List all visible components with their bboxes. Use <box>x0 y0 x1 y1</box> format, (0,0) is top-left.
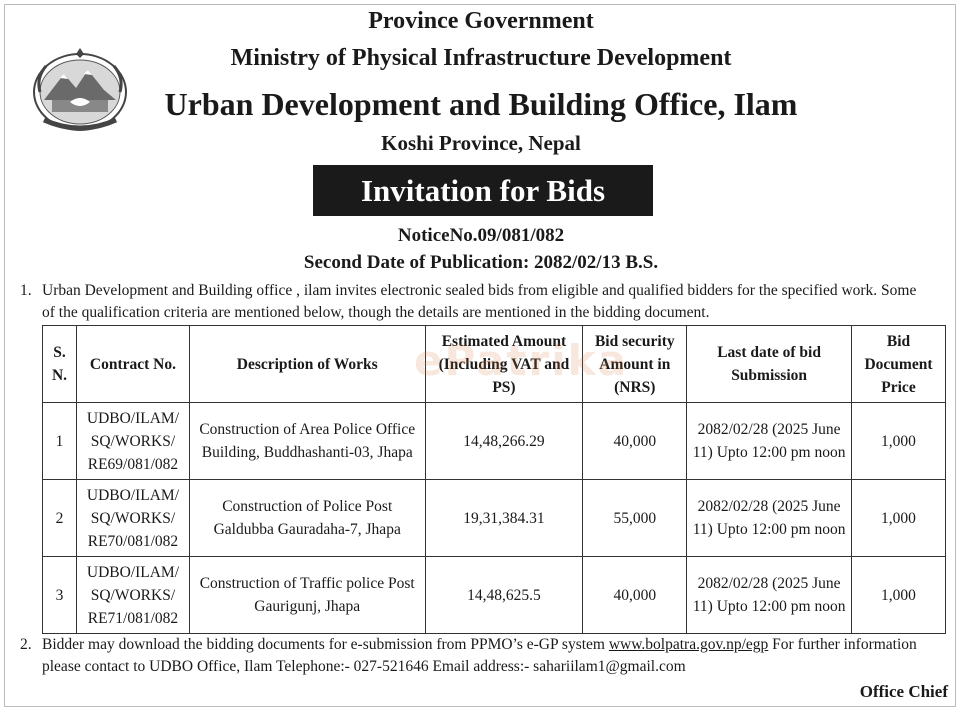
cell-document-price: 1,000 <box>850 402 947 480</box>
paragraph-2-text-after: For further information please contact t… <box>42 636 917 675</box>
header-sn: S. N. <box>42 325 77 403</box>
cell-description: Construction of Police Post Galdubba Gau… <box>188 479 426 557</box>
cell-bid-security: 40,000 <box>582 402 688 480</box>
header-document-price: Bid Document Price <box>850 325 947 403</box>
paragraph-1-text: Urban Development and Building office , … <box>42 282 917 321</box>
notice-number: NoticeNo.09/081/082 <box>397 225 565 246</box>
cell-bid-security: 55,000 <box>582 479 688 557</box>
publication-date: Second Date of Publication: 2082/02/13 B… <box>303 252 659 273</box>
header-line1: Province Government <box>368 8 594 34</box>
paragraph-2-number: 2. <box>20 636 32 653</box>
cell-description: Construction of Traffic police Post Gaur… <box>188 556 426 634</box>
cell-sn: 2 <box>42 479 77 557</box>
table-header-row: S. N. Contract No. Description of Works … <box>42 325 947 403</box>
cell-sn: 3 <box>42 556 77 634</box>
cell-estimated-amount: 14,48,266.29 <box>424 402 584 480</box>
egp-link[interactable]: www.bolpatra.gov.np/egp <box>608 636 769 653</box>
office-title: Urban Development and Building Office, I… <box>164 86 798 122</box>
cell-sn: 1 <box>42 402 77 480</box>
cell-description: Construction of Area Police Office Build… <box>188 402 426 480</box>
cell-contract-no: UDBO/ILAM/ SQ/WORKS/ RE70/081/082 <box>75 479 190 557</box>
nepal-emblem-icon <box>33 48 127 131</box>
paragraph-1-number: 1. <box>20 282 32 299</box>
header-description: Description of Works <box>188 325 426 403</box>
table-row: 3 UDBO/ILAM/ SQ/WORKS/ RE71/081/082 Cons… <box>42 556 947 634</box>
cell-last-date: 2082/02/28 (2025 June 11) Upto 12:00 pm … <box>686 402 852 480</box>
cell-contract-no: UDBO/ILAM/ SQ/WORKS/ RE69/081/082 <box>75 402 190 480</box>
province-line: Koshi Province, Nepal <box>381 131 581 155</box>
cell-last-date: 2082/02/28 (2025 June 11) Upto 12:00 pm … <box>686 556 852 634</box>
cell-bid-security: 40,000 <box>582 556 688 634</box>
table-row: 1 UDBO/ILAM/ SQ/WORKS/ RE69/081/082 Cons… <box>42 402 947 480</box>
header-estimated-amount: Estimated Amount (Including VAT and PS) <box>424 325 584 403</box>
header-contract-no: Contract No. <box>75 325 190 403</box>
table-row: 2 UDBO/ILAM/ SQ/WORKS/ RE70/081/082 Cons… <box>42 479 947 557</box>
paragraph-2-text-before: Bidder may download the bidding document… <box>42 636 609 653</box>
header-last-date: Last date of bid Submission <box>686 325 852 403</box>
page-border <box>4 4 956 707</box>
bids-table: S. N. Contract No. Description of Works … <box>42 325 947 634</box>
cell-estimated-amount: 14,48,625.5 <box>424 556 584 634</box>
paragraph-2-text: Bidder may download the bidding document… <box>42 634 937 678</box>
cell-contract-no: UDBO/ILAM/ SQ/WORKS/ RE71/081/082 <box>75 556 190 634</box>
signatory: Office Chief <box>859 682 948 701</box>
cell-document-price: 1,000 <box>850 479 947 557</box>
header-bid-security: Bid security Amount in (NRS) <box>582 325 688 403</box>
header-line2: Ministry of Physical Infrastructure Deve… <box>230 45 732 71</box>
invitation-banner: Invitation for Bids <box>313 165 653 216</box>
cell-estimated-amount: 19,31,384.31 <box>424 479 584 557</box>
cell-document-price: 1,000 <box>850 556 947 634</box>
cell-last-date: 2082/02/28 (2025 June 11) Upto 12:00 pm … <box>686 479 852 557</box>
